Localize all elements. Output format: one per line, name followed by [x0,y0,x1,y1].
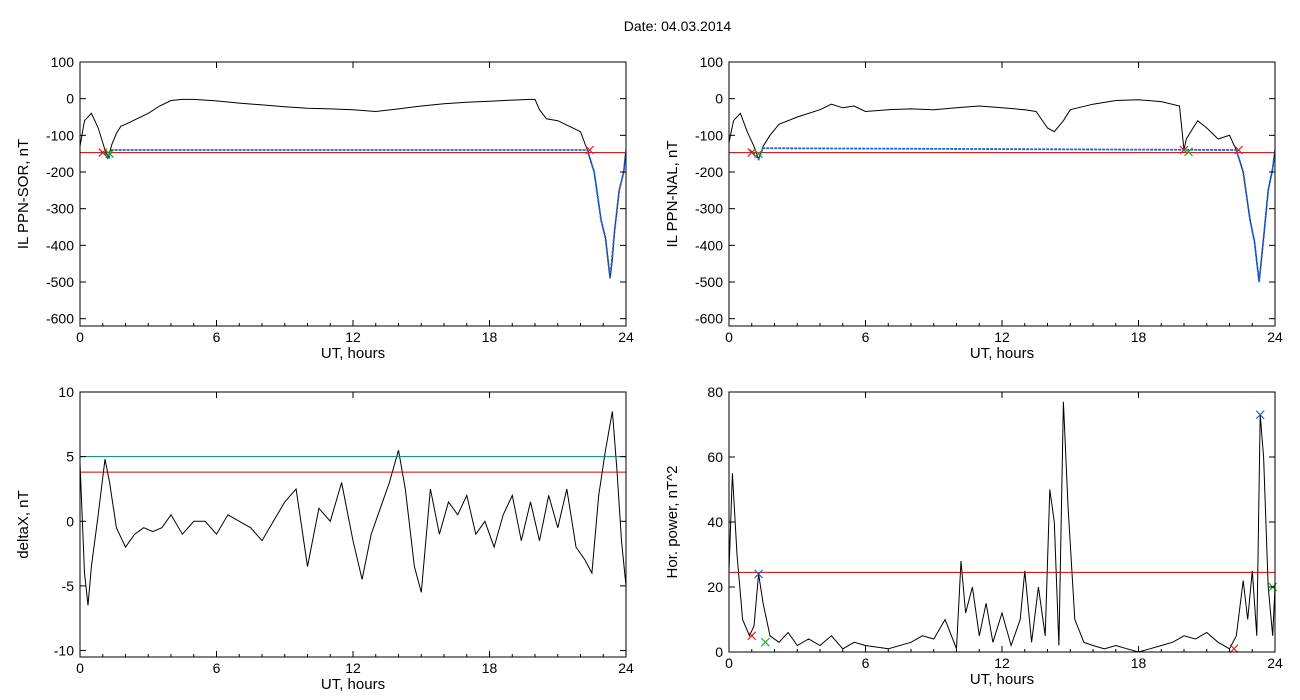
marker-stroke [754,149,763,159]
fit-series-line [748,147,1275,283]
event-marker [105,149,114,159]
x-tick-label: 12 [345,329,361,345]
marker-stroke [105,149,114,159]
y-tick-label: 60 [707,449,723,465]
x-tick-label: 18 [1131,655,1147,671]
y-tick-label: 0 [66,91,74,107]
trace-series-line [80,98,626,279]
plot-frame [79,61,627,327]
x-tick-label: 6 [862,329,870,345]
panel-hor-power: 0 6 12 18 24 0 20 40 60 80 UT, hours Hor. power, nT… [664,384,1283,688]
event-marker [1255,410,1265,420]
y-tick-label: 0 [66,513,74,529]
y-tick-label: 20 [707,579,723,595]
marker-stroke [760,637,770,647]
marker-stroke [1229,644,1239,654]
x-axis-label: UT, hours [970,345,1034,362]
x-tick-label: 24 [618,329,634,345]
x-tick-label: 6 [213,329,221,345]
panel-il-sor: 0 6 12 18 24 100 0 -100 -200 -300 -400 -500 -600 UT, … [15,54,634,362]
figure-title: Date: 04.03.2014 [623,18,732,34]
x-tick-label: 24 [1267,329,1283,345]
y-tick-label: -200 [695,164,723,180]
y-tick-label: 100 [700,54,724,70]
y-axis-label: IL PPN-SOR, nT [15,139,32,249]
y-tick-label: -100 [46,127,74,143]
x-tick-label: 0 [725,329,733,345]
marker-stroke [585,145,595,155]
trace-series-line [729,99,1275,283]
x-tick-label: 18 [482,329,498,345]
y-tick-label: 80 [707,384,723,400]
y-tick-label: 5 [66,449,74,465]
y-tick-label: 10 [58,384,74,400]
x-tick-label: 12 [994,655,1010,671]
y-tick-label: 100 [51,54,75,70]
event-marker [1234,145,1244,155]
x-tick-label: 18 [482,660,498,676]
trace-series-line [80,411,626,606]
plot-frame [728,61,1276,327]
x-tick-label: 6 [213,660,221,676]
event-marker [1179,145,1189,155]
marker-stroke [754,569,763,579]
x-tick-label: 24 [1267,655,1283,671]
event-marker [760,637,770,647]
event-marker [747,631,757,641]
y-axis-label: deltaX, nT [15,490,32,558]
x-tick-label: 6 [862,655,870,671]
x-tick-label: 0 [725,655,733,671]
y-axis-label: IL PPN-NAL, nT [664,141,681,248]
event-marker [754,149,763,159]
y-tick-label: 0 [715,91,723,107]
y-axis-label: Hor. power, nT^2 [664,466,681,579]
x-axis-label: UT, hours [321,676,385,693]
panel-deltax: 0 6 12 18 24 10 5 0 -5 -10 UT, hours deltaX, nT [15,384,634,693]
event-marker [754,569,763,579]
y-tick-label: -100 [695,127,723,143]
y-tick-label: -600 [46,311,74,327]
marker-stroke [1234,145,1244,155]
y-tick-label: 0 [715,644,723,660]
y-tick-label: -600 [695,311,723,327]
y-tick-label: -400 [46,237,74,253]
x-tick-label: 12 [345,660,361,676]
event-marker [1184,147,1193,157]
x-tick-label: 18 [1131,329,1147,345]
y-tick-label: -5 [62,578,75,594]
fit-series-line [100,149,626,279]
marker-stroke [1255,410,1265,420]
y-tick-label: -300 [695,201,723,217]
marker-stroke [747,631,757,641]
panel-il-nal: 0 6 12 18 24 100 0 -100 -200 -300 -400 -500 -600 UT, … [664,54,1283,362]
y-tick-label: -500 [46,274,74,290]
y-tick-label: -500 [695,274,723,290]
y-tick-label: 40 [707,514,723,530]
x-axis-label: UT, hours [970,671,1034,688]
trace-series-line [729,401,1275,652]
plot-frame [79,391,627,658]
marker-stroke [1184,147,1193,157]
x-tick-label: 0 [76,660,84,676]
y-tick-label: -400 [695,237,723,253]
event-marker [1229,644,1239,654]
x-axis-label: UT, hours [321,345,385,362]
y-tick-label: -300 [46,201,74,217]
x-tick-label: 12 [994,329,1010,345]
event-marker [585,145,595,155]
marker-stroke [1179,145,1189,155]
y-tick-label: -200 [46,164,74,180]
x-tick-label: 24 [618,660,634,676]
y-tick-label: -10 [54,643,74,659]
x-tick-label: 0 [76,329,84,345]
